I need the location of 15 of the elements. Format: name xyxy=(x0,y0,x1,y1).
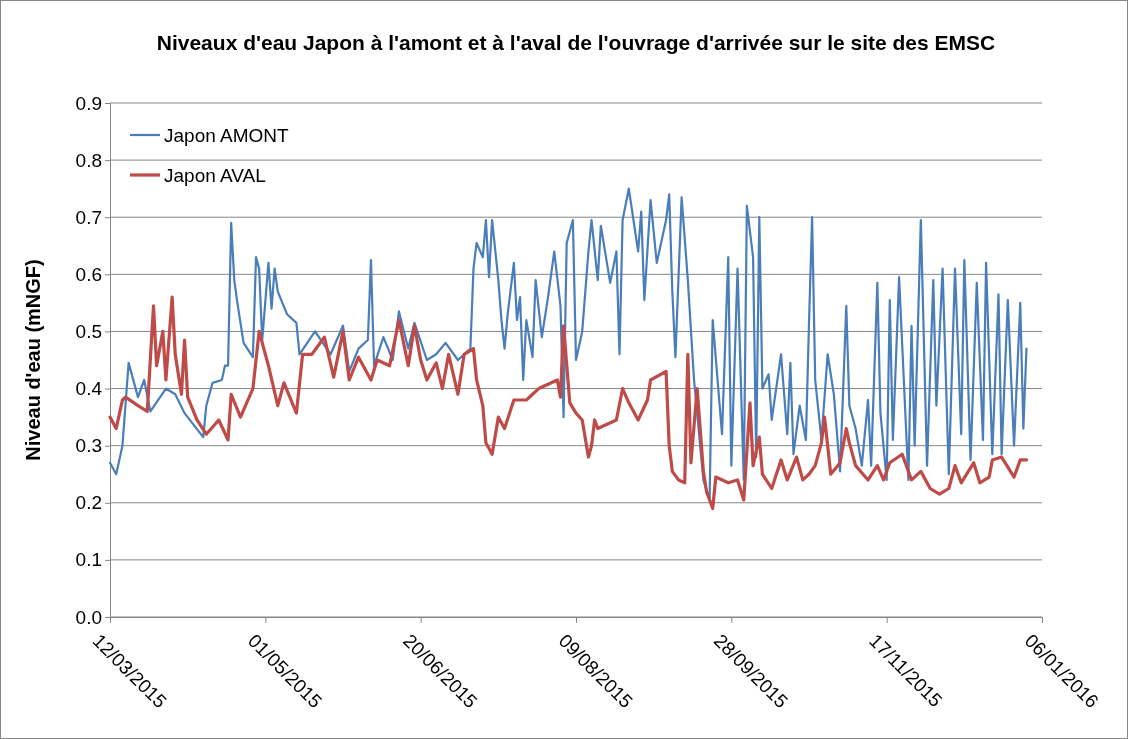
y-tick-label: 0.7 xyxy=(75,206,102,228)
y-tick-label: 0.2 xyxy=(75,492,102,514)
y-tick-label: 0.0 xyxy=(75,606,102,628)
y-tick-label: 0.5 xyxy=(75,321,102,343)
y-tick-label: 0.1 xyxy=(75,549,102,571)
y-tick-label: 0.4 xyxy=(75,378,103,400)
legend-label: Japon AVAL xyxy=(164,164,266,186)
y-tick-label: 0.6 xyxy=(75,263,102,285)
y-tick-label: 0.3 xyxy=(75,435,102,457)
line-series xyxy=(108,295,1029,511)
chart-title: Niveaux d'eau Japon à l'amont et à l'aval de l'ouvrage d'arrivée sur le site des EMSC xyxy=(156,31,996,54)
y-axis-title: Niveau d'eau (mNGF) xyxy=(22,259,44,461)
y-tick-label: 0.8 xyxy=(75,149,102,171)
legend-label: Japon AMONT xyxy=(164,124,289,146)
y-tick-label: 0.9 xyxy=(75,92,102,114)
